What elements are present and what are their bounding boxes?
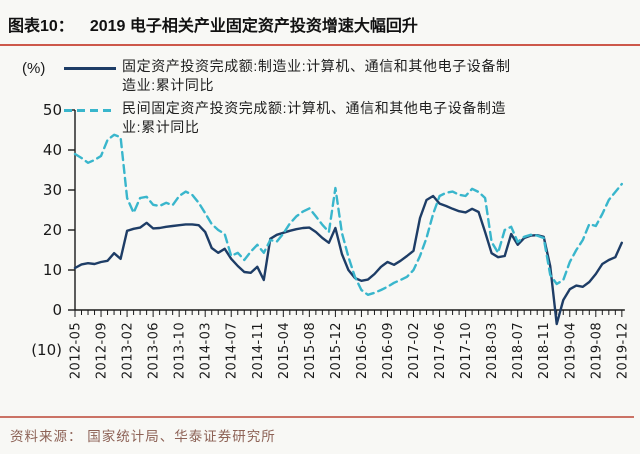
x-tick-label: 2019-12 (615, 322, 630, 379)
line-chart: 50 40 30 20 10 0 (10) 2012-05 2012-09 2013-02 2013… (31, 101, 630, 379)
chart-series (73, 133, 623, 326)
x-tick-label: 2019-04 (563, 322, 578, 379)
x-tick-label: 2018-07 (511, 322, 526, 379)
x-tick-label: 2013-06 (147, 322, 162, 379)
footer-divider-line (0, 416, 634, 418)
x-tick-label: 2016-09 (381, 322, 396, 379)
figure-header: 图表10： 2019 电子相关产业固定资产投资增速大幅回升 (8, 12, 418, 36)
y-tick-label: 40 (43, 141, 62, 159)
x-tick-label: 2012-09 (95, 322, 110, 379)
y-tick-label: 0 (52, 301, 62, 319)
x-tick-label: 2014-03 (199, 322, 214, 379)
x-tick-label: 2015-12 (329, 322, 344, 379)
legend-entry-private-investment: 民间固定资产投资完成额:计算机、通信和其他电子设备制造业:累计同比 (122, 100, 507, 135)
chart-axes: 50 40 30 20 10 0 (10) 2012-05 2012-09 2013-02 2013… (31, 101, 630, 379)
x-tick-label: 2012-05 (69, 322, 84, 379)
x-tick-label: 2016-05 (355, 322, 370, 379)
y-axis-unit-label: (%) (22, 60, 46, 77)
source-attribution: 资料来源： 国家统计局、华泰证券研究所 (10, 429, 276, 444)
y-tick-label: 10 (43, 261, 62, 279)
figure-title: 2019 电子相关产业固定资产投资增速大幅回升 (89, 18, 418, 35)
y-tick-label: 30 (43, 181, 62, 199)
x-tick-label: 2015-04 (277, 322, 292, 379)
x-tick-label: 2014-07 (225, 322, 240, 379)
x-tick-label: 2013-02 (121, 322, 136, 379)
x-tick-label: 2017-06 (433, 322, 448, 379)
x-tick-label: 2018-03 (485, 322, 500, 379)
legend-swatch-solid (64, 67, 116, 70)
x-tick-label: 2018-11 (537, 322, 552, 379)
private-fixed-asset-investment-line (73, 133, 623, 297)
x-tick-label: 2014-11 (251, 322, 266, 379)
figure-number-label: 图表10： (8, 18, 74, 35)
y-tick-label: (10) (31, 341, 62, 359)
legend-swatch-dashed (64, 109, 116, 112)
x-tick-label: 2017-10 (459, 322, 474, 379)
x-tick-label: 2013-10 (173, 322, 188, 379)
x-tick-label: 2015-08 (303, 322, 318, 379)
y-tick-label: 20 (43, 221, 62, 239)
y-tick-label: 50 (43, 101, 62, 119)
title-divider-line (0, 44, 640, 46)
legend-entry-fixed-investment: 固定资产投资完成额:制造业:计算机、通信和其他电子设备制造业:累计同比 (122, 58, 511, 93)
x-tick-label: 2017-02 (407, 322, 422, 379)
x-tick-label: 2019-08 (589, 322, 604, 379)
